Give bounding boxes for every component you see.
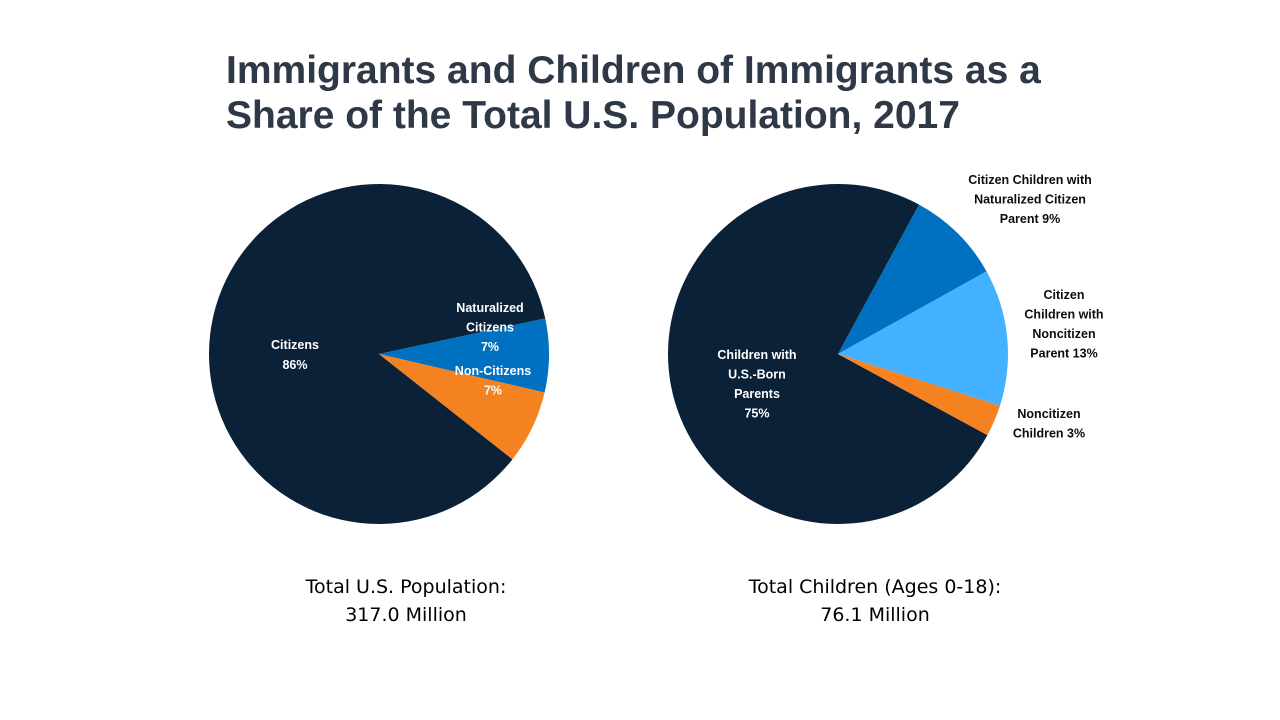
slice-label-naturalized-citizens: Naturalized Citizens 7% — [456, 301, 523, 354]
slice-label-line: Parent 13% — [1030, 347, 1097, 361]
slice-label-line: Children with — [1024, 308, 1103, 322]
slice-label-line: Noncitizen — [1017, 407, 1080, 421]
pie-slice-citizen-children-with-naturalized-citizen-parent — [838, 204, 987, 354]
pie-slice-children-with-u-s-born-parents — [668, 183, 988, 524]
page-title: Immigrants and Children of Immigrants as… — [226, 48, 1226, 138]
population-caption-line-1: Total U.S. Population: — [305, 576, 507, 598]
slice-label-children-with-u-s-born-parents: Children with U.S.-Born Parents 75% — [717, 348, 796, 421]
children-caption-line-1: Total Children (Ages 0-18): — [748, 576, 1002, 598]
slice-label-line: Children with — [717, 348, 796, 362]
population-caption: Total U.S. Population: 317.0 Million — [226, 573, 586, 629]
slice-label-line: Citizens — [271, 338, 319, 352]
pie-slice-citizen-children-with-noncitizen-parent — [838, 271, 1008, 406]
slice-label-line: Naturalized — [456, 301, 523, 315]
slice-label-line: Parents — [734, 387, 780, 401]
slice-label-noncitizen-children: Noncitizen Children 3% — [1013, 407, 1085, 441]
slice-label-line: Citizens — [466, 321, 514, 335]
slice-label-line: U.S.-Born — [728, 368, 786, 382]
slice-label-line: Non-Citizens — [455, 364, 531, 378]
children-pie-chart: Children with U.S.-Born Parents 75% Citizen … — [668, 173, 1104, 524]
slice-label-line: 7% — [484, 384, 502, 398]
slice-label-line: Naturalized Citizen — [974, 193, 1086, 207]
slice-label-citizens: Citizens 86% — [271, 338, 319, 372]
slice-label-non-citizens: Non-Citizens 7% — [455, 364, 531, 398]
population-caption-total: 317.0 Million — [345, 604, 467, 626]
children-caption: Total Children (Ages 0-18): 76.1 Million — [695, 573, 1055, 629]
slice-label-line: 86% — [282, 358, 307, 372]
slice-label-line: Noncitizen — [1032, 327, 1095, 341]
title-line-1: Immigrants and Children of Immigrants as… — [226, 49, 1041, 92]
population-pie-chart: Citizens 86%Naturalized Citizens 7%Non-Citi… — [208, 183, 550, 524]
pie-slice-naturalized-citizens — [379, 318, 550, 393]
slice-label-line: Citizen Children with — [968, 173, 1092, 187]
slice-label-citizen-children-with-naturalized-citizen-parent: Citizen Children with Naturalized Citizen… — [968, 173, 1092, 226]
slice-label-line: Parent 9% — [1000, 212, 1060, 226]
children-caption-total: 76.1 Million — [820, 604, 930, 626]
slice-label-line: Citizen — [1044, 288, 1085, 302]
title-line-2: Share of the Total U.S. Population, 2017 — [226, 94, 960, 137]
pie-slice-non-citizens — [379, 354, 545, 460]
slice-label-citizen-children-with-noncitizen-parent: Citizen Children with Noncitizen Parent 13% — [1024, 288, 1103, 361]
pie-slice-citizens — [208, 183, 546, 524]
slice-label-line: 75% — [744, 407, 769, 421]
pie-slice-noncitizen-children — [838, 354, 1000, 436]
slice-label-line: Children 3% — [1013, 427, 1085, 441]
slice-label-line: 7% — [481, 340, 499, 354]
